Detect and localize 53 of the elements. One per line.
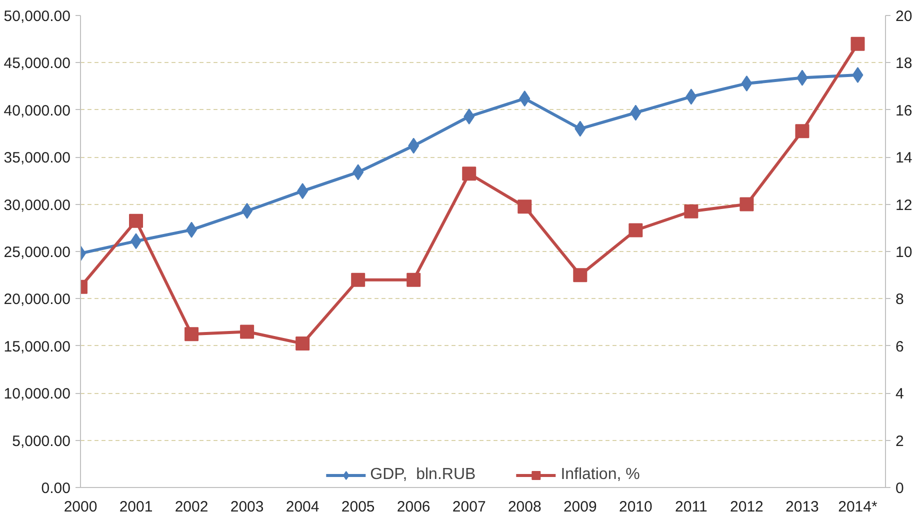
point [296, 336, 310, 351]
y-tick-label: 5,000.00 [12, 432, 70, 450]
point [406, 272, 421, 287]
point [850, 36, 865, 51]
legend-label: Inflation, % [560, 466, 640, 484]
y2-tick-label: 2 [896, 432, 904, 450]
x-tick-label: 2005 [341, 498, 375, 516]
point [129, 214, 144, 228]
point [184, 327, 199, 342]
y-tick-label: 10,000.00 [4, 386, 71, 403]
y2-tick-label: 6 [896, 338, 904, 356]
point [573, 268, 588, 282]
y2-tick-label: 0 [896, 480, 904, 497]
y2-tick-label: 14 [896, 150, 912, 167]
y-tick-label: 20,000.00 [4, 291, 71, 308]
x-tick-label: 2013 [786, 498, 819, 516]
y2-tick-label: 20 [896, 8, 912, 25]
x-tick-label: 2008 [508, 498, 542, 516]
y2-tick-label: 4 [896, 386, 904, 403]
point [628, 223, 643, 238]
point [462, 166, 476, 181]
x-tick-label: 2011 [675, 498, 708, 516]
legend-label: GDP, bln.RUB [370, 466, 476, 484]
x-tick-label: 2006 [396, 498, 430, 516]
y-tick-label: 50,000.00 [4, 8, 71, 25]
y2-tick-label: 8 [896, 291, 904, 308]
x-tick-label: 2010 [618, 498, 652, 516]
y-tick-label: 0.00 [41, 480, 71, 497]
x-tick-label: 2009 [563, 498, 597, 516]
y2-tick-label: 16 [896, 102, 912, 120]
x-tick-label: 2014* [838, 498, 878, 516]
point [795, 124, 810, 138]
point [351, 272, 366, 287]
point [740, 197, 754, 212]
y2-tick-label: 18 [896, 55, 912, 72]
x-tick-label: 2000 [64, 498, 98, 516]
y-tick-label: 45,000.00 [4, 55, 71, 72]
point [518, 200, 532, 214]
y2-tick-label: 12 [896, 196, 912, 214]
y-tick-label: 40,000.00 [4, 102, 71, 120]
x-tick-label: 2007 [452, 498, 486, 516]
x-tick-label: 2002 [174, 498, 208, 516]
x-tick-label: 2004 [286, 498, 320, 516]
y-tick-label: 15,000.00 [4, 338, 71, 356]
y-tick-label: 35,000.00 [4, 150, 71, 167]
y2-tick-label: 10 [896, 244, 912, 261]
y-tick-label: 25,000.00 [4, 244, 71, 261]
x-tick-label: 2012 [730, 498, 764, 516]
point [684, 204, 698, 218]
x-tick-label: 2001 [119, 498, 153, 516]
x-tick-label: 2003 [230, 498, 264, 516]
y-tick-label: 30,000.00 [4, 196, 71, 214]
point [240, 324, 254, 339]
